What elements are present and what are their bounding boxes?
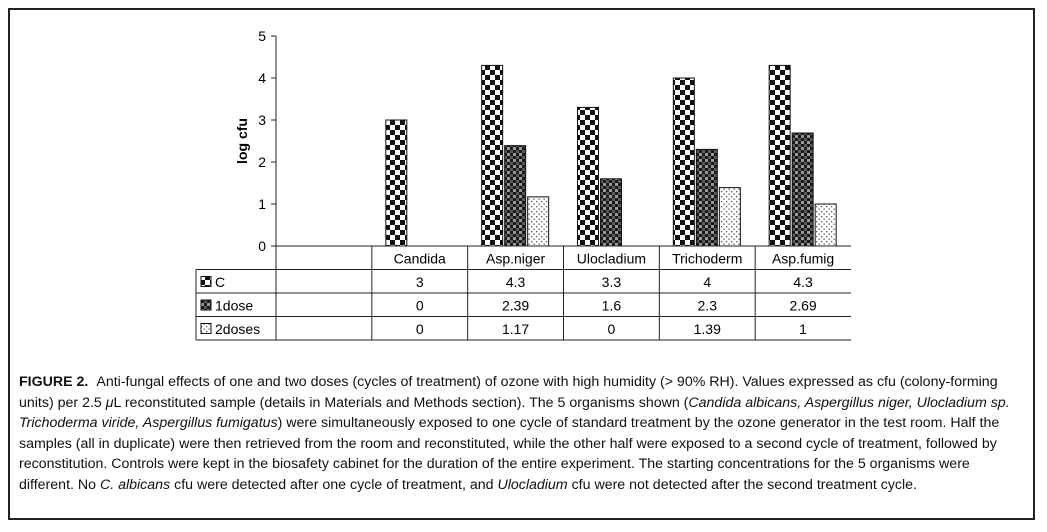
bar-chart: log cfu 0 1 2 3 4 5 Candida Asp.niger Ulocladiu…	[195, 28, 851, 341]
x-tick-label: Ulocladium	[577, 251, 646, 267]
data-label: 0	[608, 321, 616, 337]
data-label: 4	[703, 274, 711, 290]
data-label: 1.17	[502, 321, 529, 337]
y-axis: 0 1 2 3 4 5	[258, 28, 277, 254]
legend-swatch-1dose	[200, 299, 212, 311]
bar-C-Candida	[385, 119, 408, 247]
data-label: 4.3	[793, 274, 813, 290]
caption-italic: Candida albicans, Aspergillus niger, Ulo…	[19, 394, 1010, 432]
caption-segment: Anti-fungal effects of one and two doses…	[19, 374, 998, 411]
bar-2doses-Asp.fumig	[814, 203, 837, 247]
y-tick-label: 2	[258, 154, 266, 170]
data-label: 0	[416, 298, 424, 314]
x-tick-label: Asp.fumig	[772, 251, 834, 267]
data-label: 1.39	[694, 321, 721, 337]
bar-1dose-Asp.niger	[504, 145, 527, 247]
legend-label: 2doses	[215, 321, 260, 337]
y-tick-label: 3	[258, 112, 266, 128]
legend-swatch-2doses	[200, 323, 212, 334]
bar-C-Asp.fumig	[768, 64, 791, 247]
legend-swatch-C	[200, 276, 212, 287]
caption-italic: Ulocladium	[497, 476, 568, 493]
x-tick-label: Asp.niger	[486, 251, 545, 267]
data-label: 4.3	[506, 274, 526, 290]
bar-1dose-Asp.fumig	[791, 132, 814, 247]
bar-C-Asp.niger	[481, 64, 504, 247]
data-label: 3	[416, 274, 424, 290]
caption-label: FIGURE 2.	[19, 374, 89, 390]
figure-frame	[8, 8, 1035, 520]
y-tick-label: 1	[258, 196, 266, 212]
figure-caption: FIGURE 2. Anti-fungal effects of one and …	[19, 372, 1024, 496]
bar-1dose-Trichoderm	[695, 148, 718, 247]
data-label: 0	[416, 321, 424, 337]
bar-C-Trichoderm	[672, 77, 695, 247]
y-tick-label: 4	[258, 70, 266, 86]
bar-C-Ulocladium	[577, 106, 599, 247]
legend-label: C	[215, 274, 225, 290]
caption-italic: μ	[105, 394, 114, 411]
caption-segment: L reconstituted sample (details in Mater…	[113, 394, 689, 411]
data-label: 1.6	[602, 298, 622, 314]
caption-segment: cfu were not detected after the second t…	[567, 476, 918, 493]
data-label: 3.3	[602, 274, 622, 290]
caption-italic: C. albicans	[99, 476, 171, 493]
y-tick-label: 0	[258, 238, 266, 254]
caption-segment: cfu were detected after one cycle of tre…	[170, 476, 498, 493]
data-label: 1	[799, 321, 807, 337]
x-tick-label: Candida	[394, 251, 446, 267]
bar-1dose-Ulocladium	[600, 178, 622, 247]
data-table: Candida Asp.niger Ulocladium Trichoderm Asp.…	[195, 245, 851, 341]
x-tick-label: Trichoderm	[672, 251, 742, 267]
bar-2doses-Asp.niger	[527, 196, 550, 247]
y-tick-label: 5	[258, 28, 266, 44]
caption-text: Anti-fungal effects of one and two doses…	[19, 374, 1010, 493]
bars	[385, 64, 837, 247]
y-axis-label: log cfu	[234, 118, 250, 164]
data-label: 2.39	[502, 298, 529, 314]
caption-segment: ) were simultaneously exposed to one cyc…	[19, 415, 1000, 493]
bar-2doses-Trichoderm	[718, 187, 741, 247]
legend-label: 1dose	[215, 298, 253, 314]
data-label: 2.3	[698, 298, 718, 314]
data-label: 2.69	[789, 298, 816, 314]
